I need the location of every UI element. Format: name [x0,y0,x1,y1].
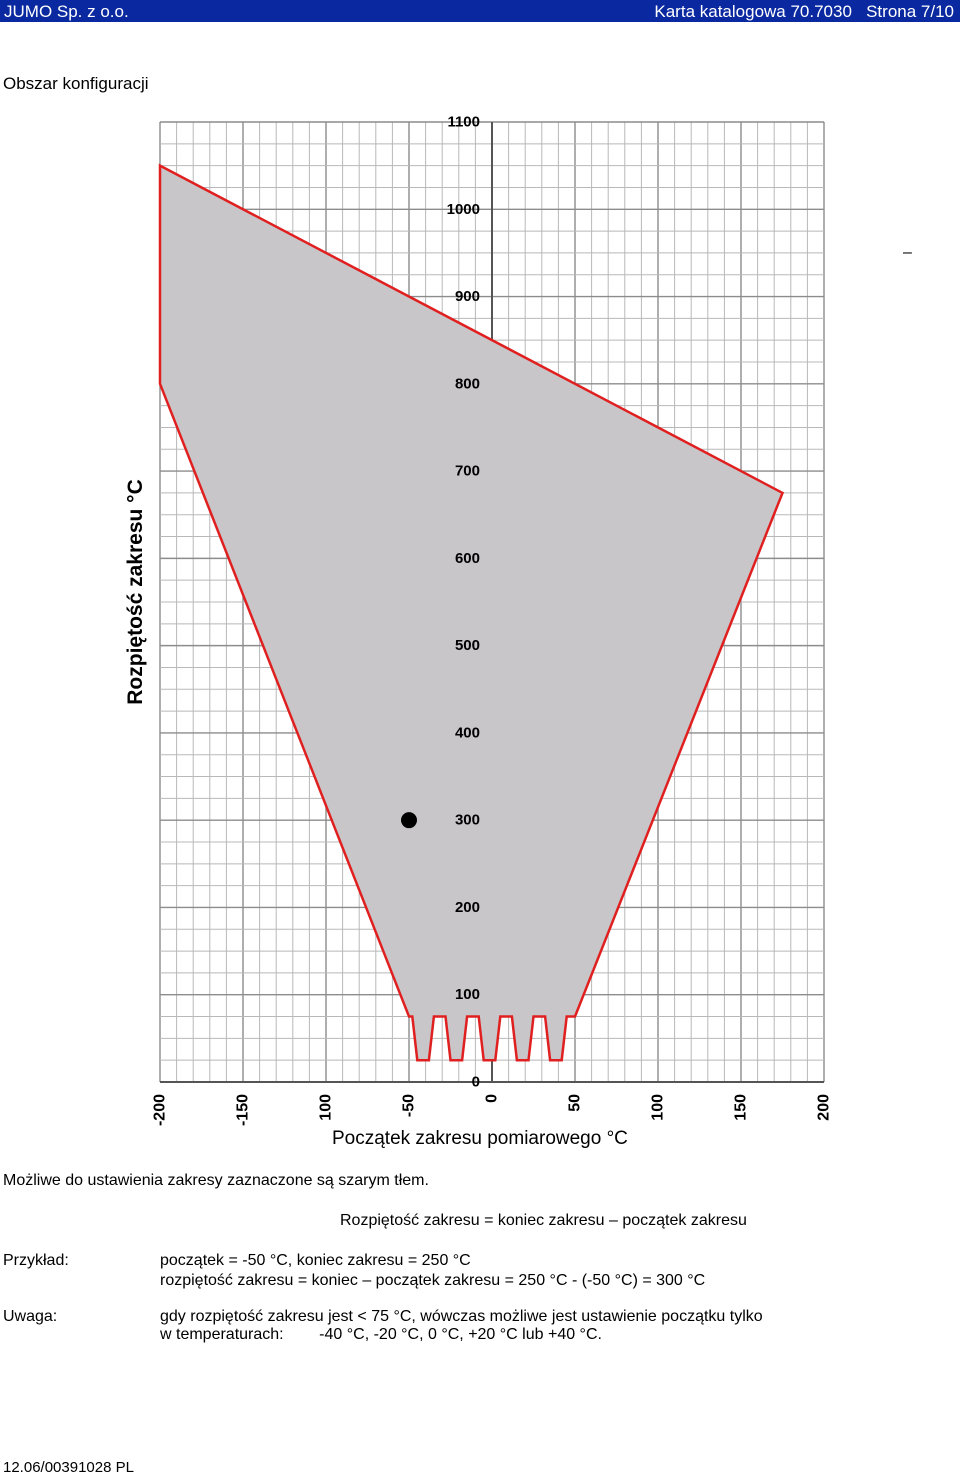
y-tick-label: 900 [455,288,480,305]
section-title: Obszar konfiguracji [3,74,149,93]
allowed-region-outline [158,163,785,1062]
y-tick-label: 1100 [447,114,480,131]
y-tick-label: 600 [455,550,480,567]
example-point [401,812,417,829]
configuration-chart: -200 -150 100 -50 0 50 100 150 200 0 100 200 300 400 5… [152,114,833,1127]
y-tick-label: 200 [455,899,480,916]
x-tick-label: -200 [152,1094,169,1126]
tick-labels: -200 -150 100 -50 0 50 100 150 200 0 100 200 300 400 5… [152,114,833,1127]
header-bar: JUMO Sp. z o.o. Karta katalogowa 70.7030… [0,0,960,22]
y-axis-label: Rozpiętość zakresu °C [124,479,147,705]
x-axis-label: Początek zakresu pomiarowego °C [332,1128,628,1149]
y-tick-label: 800 [455,375,480,392]
note-text: Możliwe do ustawienia zakresy zaznaczone… [3,1172,429,1189]
y-tick-label: 400 [455,724,480,741]
y-tick-label: 300 [455,812,480,829]
x-tick-label: -50 [401,1094,418,1117]
remark-label: Uwaga: [3,1308,58,1325]
formula-text: Rozpiętość zakresu = koniec zakresu – po… [340,1212,747,1229]
y-tick-label: 0 [472,1074,480,1091]
x-tick-label: 100 [650,1094,667,1121]
catalog-page-info: Karta katalogowa 70.7030 Strona 7/10 [654,2,954,21]
x-tick-label: 200 [816,1094,833,1121]
remark-line-1: gdy rozpiętość zakresu jest < 75 °C, wów… [160,1308,763,1325]
x-tick-label: 0 [484,1094,501,1103]
x-tick-label: 50 [567,1094,584,1112]
remark-line-2: w temperaturach: -40 °C, -20 °C, 0 °C, +… [160,1326,602,1343]
company-name: JUMO Sp. z o.o. [4,2,129,21]
y-tick-label: 500 [455,637,480,654]
allowed-region [158,163,785,1062]
x-tick-label: 150 [733,1094,750,1121]
example-line-2: rozpiętość zakresu = koniec – początek z… [160,1272,706,1289]
example-label: Przykład: [3,1252,69,1269]
example-points [401,812,417,829]
y-tick-label: 100 [455,986,480,1003]
x-tick-label: 100 [318,1094,335,1121]
y-tick-label: 1000 [447,201,480,218]
x-tick-label: -150 [235,1094,252,1126]
y-tick-label: 700 [455,463,480,480]
allowed-region-fill [160,165,783,1061]
example-line-1: początek = -50 °C, koniec zakresu = 250 … [160,1252,471,1269]
footer-doc-number: 12.06/00391028 PL [3,1459,134,1476]
dash-mark: – [903,244,912,261]
